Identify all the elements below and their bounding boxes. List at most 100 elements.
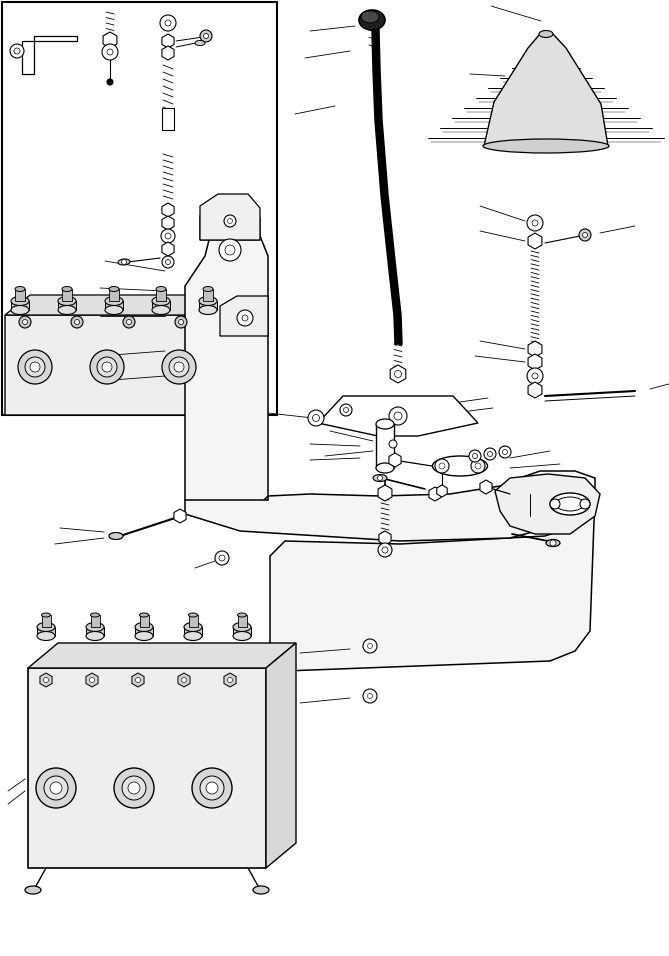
Ellipse shape: [90, 613, 100, 617]
Ellipse shape: [41, 613, 50, 617]
Circle shape: [162, 350, 196, 384]
Ellipse shape: [432, 456, 488, 476]
Circle shape: [25, 357, 45, 377]
Polygon shape: [373, 30, 401, 344]
Circle shape: [580, 499, 590, 509]
Ellipse shape: [233, 632, 251, 641]
Circle shape: [90, 678, 94, 683]
Circle shape: [550, 499, 560, 509]
Polygon shape: [28, 643, 296, 668]
Ellipse shape: [62, 287, 72, 292]
Ellipse shape: [156, 287, 166, 292]
Bar: [152, 301, 170, 310]
Ellipse shape: [152, 296, 170, 306]
Circle shape: [160, 15, 176, 31]
Circle shape: [122, 259, 126, 265]
Polygon shape: [162, 34, 174, 48]
Circle shape: [36, 768, 76, 808]
Ellipse shape: [199, 296, 217, 306]
Ellipse shape: [11, 296, 29, 306]
Polygon shape: [86, 673, 98, 687]
Polygon shape: [224, 673, 236, 687]
Ellipse shape: [373, 474, 387, 482]
Circle shape: [74, 319, 80, 324]
Circle shape: [394, 412, 402, 420]
Circle shape: [123, 316, 135, 328]
Circle shape: [175, 316, 187, 328]
Ellipse shape: [105, 296, 123, 306]
Bar: [90, 615, 100, 627]
Circle shape: [227, 219, 233, 224]
Polygon shape: [235, 295, 260, 415]
Circle shape: [114, 768, 154, 808]
Polygon shape: [528, 341, 542, 357]
Circle shape: [19, 316, 31, 328]
Polygon shape: [162, 203, 174, 217]
Polygon shape: [484, 34, 608, 146]
Ellipse shape: [539, 31, 553, 37]
Polygon shape: [185, 471, 595, 541]
Ellipse shape: [199, 306, 217, 315]
Ellipse shape: [118, 259, 130, 265]
Ellipse shape: [152, 306, 170, 315]
Circle shape: [340, 404, 352, 416]
Polygon shape: [528, 354, 542, 370]
Ellipse shape: [184, 632, 202, 641]
Circle shape: [97, 357, 117, 377]
Ellipse shape: [135, 632, 153, 641]
Circle shape: [224, 215, 236, 227]
Ellipse shape: [556, 497, 584, 511]
Polygon shape: [379, 531, 391, 545]
Polygon shape: [103, 32, 117, 48]
Circle shape: [527, 368, 543, 384]
Polygon shape: [220, 296, 268, 336]
Circle shape: [219, 555, 225, 561]
Polygon shape: [389, 453, 401, 467]
Circle shape: [472, 453, 478, 459]
Ellipse shape: [109, 532, 123, 539]
Circle shape: [475, 463, 481, 469]
Circle shape: [14, 48, 20, 54]
Polygon shape: [40, 673, 52, 687]
Circle shape: [90, 350, 124, 384]
Circle shape: [469, 450, 481, 462]
Polygon shape: [200, 194, 260, 240]
Polygon shape: [185, 231, 268, 511]
Polygon shape: [266, 643, 296, 868]
Ellipse shape: [135, 622, 153, 632]
Ellipse shape: [58, 296, 76, 306]
Polygon shape: [5, 315, 260, 415]
Circle shape: [484, 448, 496, 460]
Circle shape: [200, 30, 212, 42]
Ellipse shape: [37, 632, 55, 641]
Polygon shape: [390, 365, 406, 383]
Bar: [86, 627, 104, 636]
Circle shape: [527, 215, 543, 231]
Circle shape: [471, 459, 485, 473]
Ellipse shape: [184, 622, 202, 632]
Circle shape: [225, 245, 235, 255]
Circle shape: [128, 782, 140, 794]
Circle shape: [122, 776, 146, 800]
Circle shape: [200, 776, 224, 800]
Ellipse shape: [86, 622, 104, 632]
Circle shape: [532, 373, 538, 379]
Circle shape: [363, 639, 377, 653]
Circle shape: [579, 229, 591, 241]
Circle shape: [102, 44, 118, 60]
Bar: [184, 627, 202, 636]
Circle shape: [107, 49, 113, 55]
Circle shape: [215, 551, 229, 565]
Ellipse shape: [237, 613, 246, 617]
Circle shape: [583, 232, 587, 237]
Polygon shape: [28, 668, 266, 868]
Circle shape: [502, 449, 508, 454]
Circle shape: [162, 256, 174, 268]
Circle shape: [30, 362, 40, 372]
Bar: [203, 289, 213, 301]
Polygon shape: [5, 295, 260, 315]
Ellipse shape: [376, 463, 394, 473]
Polygon shape: [22, 36, 77, 74]
Bar: [237, 615, 246, 627]
Circle shape: [161, 229, 175, 243]
